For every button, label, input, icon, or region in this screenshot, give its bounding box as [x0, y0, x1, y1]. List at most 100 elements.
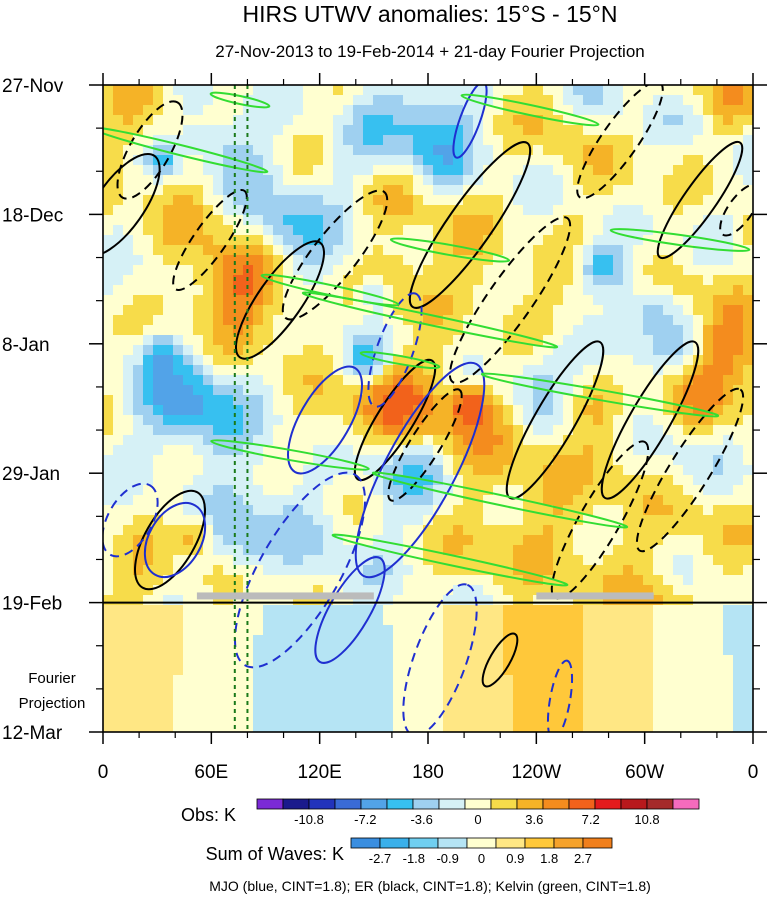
heatmap-cell	[533, 635, 544, 646]
heatmap-cell	[463, 85, 474, 96]
heatmap-cell	[733, 175, 744, 186]
heatmap-cell	[143, 285, 154, 296]
heatmap-cell	[423, 445, 434, 456]
heatmap-cell	[493, 195, 504, 206]
heatmap-cell	[203, 125, 214, 136]
heatmap-cell	[623, 675, 634, 686]
heatmap-cell	[183, 695, 194, 706]
heatmap-cell	[693, 105, 704, 116]
heatmap-cell	[703, 515, 714, 526]
heatmap-cell	[153, 665, 164, 676]
heatmap-cell	[623, 555, 634, 566]
heatmap-cell	[213, 135, 224, 146]
heatmap-cell	[463, 345, 474, 356]
heatmap-cell	[293, 515, 304, 526]
heatmap-cell	[393, 275, 404, 286]
heatmap-cell	[563, 715, 574, 726]
heatmap-cell	[543, 465, 554, 476]
heatmap-cell	[553, 625, 564, 636]
heatmap-cell	[693, 395, 704, 406]
heatmap-cell	[463, 395, 474, 406]
heatmap-cell	[243, 95, 254, 106]
heatmap-cell	[133, 195, 144, 206]
heatmap-cell	[283, 155, 294, 166]
heatmap-cell	[663, 675, 674, 686]
heatmap-cell	[493, 205, 504, 216]
heatmap-cell	[303, 455, 314, 466]
heatmap-cell	[443, 555, 454, 566]
heatmap-cell	[523, 95, 534, 106]
heatmap-cell	[713, 545, 724, 556]
heatmap-cell	[133, 575, 144, 586]
colorbar-swatch	[582, 837, 613, 849]
heatmap-cell	[603, 665, 614, 676]
heatmap-cell	[263, 255, 274, 266]
heatmap-cell	[253, 325, 264, 336]
heatmap-cell	[463, 715, 474, 726]
heatmap-cell	[303, 525, 314, 536]
heatmap-cell	[473, 215, 484, 226]
heatmap-cell	[233, 105, 244, 116]
heatmap-cell	[303, 555, 314, 566]
heatmap-cell	[433, 295, 444, 306]
heatmap-cell	[673, 165, 684, 176]
heatmap-cell	[423, 335, 434, 346]
heatmap-cell	[313, 375, 324, 386]
heatmap-cell	[113, 455, 124, 466]
heatmap-cell	[253, 285, 264, 296]
heatmap-cell	[563, 325, 574, 336]
heatmap-cell	[403, 395, 414, 406]
heatmap-cell	[553, 195, 564, 206]
heatmap-cell	[493, 545, 504, 556]
heatmap-cell	[313, 505, 324, 516]
heatmap-cell	[143, 665, 154, 676]
heatmap-cell	[563, 425, 574, 436]
heatmap-cell	[583, 605, 594, 616]
heatmap-cell	[313, 355, 324, 366]
heatmap-cell	[323, 645, 334, 656]
heatmap-cell	[123, 645, 134, 656]
heatmap-cell	[113, 475, 124, 486]
heatmap-cell	[453, 415, 464, 426]
heatmap-cell	[193, 135, 204, 146]
heatmap-cell	[703, 265, 714, 276]
heatmap-cell	[103, 475, 114, 486]
wave-contour	[143, 502, 207, 578]
heatmap-cell	[403, 465, 414, 476]
heatmap-cell	[323, 205, 334, 216]
heatmap-cell	[613, 125, 624, 136]
heatmap-cell	[703, 535, 714, 546]
heatmap-cell	[123, 445, 134, 456]
heatmap-cell	[393, 205, 404, 216]
heatmap-cell	[313, 285, 324, 296]
heatmap-cell	[223, 595, 234, 606]
heatmap-cell	[433, 725, 444, 732]
heatmap-cell	[163, 645, 174, 656]
heatmap-cell	[103, 555, 114, 566]
heatmap-cell	[463, 435, 474, 446]
heatmap-cell	[133, 285, 144, 296]
heatmap-cell	[623, 515, 634, 526]
heatmap-cell	[253, 675, 264, 686]
heatmap-cell	[453, 495, 464, 506]
heatmap-cell	[143, 95, 154, 106]
heatmap-cell	[243, 295, 254, 306]
heatmap-cell	[683, 665, 694, 676]
heatmap-cell	[563, 515, 574, 526]
heatmap-cell	[183, 235, 194, 246]
heatmap-cell	[453, 165, 464, 176]
heatmap-cell	[393, 325, 404, 336]
heatmap-cell	[383, 695, 394, 706]
heatmap-cell	[183, 395, 194, 406]
heatmap-cell	[653, 375, 664, 386]
heatmap-cell	[583, 465, 594, 476]
heatmap-cell	[533, 455, 544, 466]
heatmap-cell	[493, 555, 504, 566]
heatmap-cell	[593, 725, 604, 732]
heatmap-cell	[283, 385, 294, 396]
heatmap-cell	[663, 135, 674, 146]
heatmap-cell	[573, 445, 584, 456]
heatmap-cell	[423, 505, 434, 516]
heatmap-cell	[193, 575, 204, 586]
heatmap-cell	[423, 105, 434, 116]
